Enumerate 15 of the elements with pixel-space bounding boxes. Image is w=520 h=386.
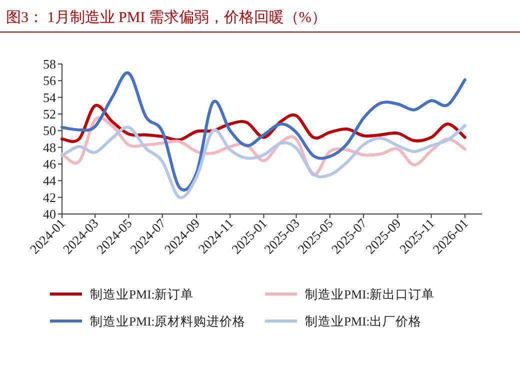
legend-label: 制造业PMI:新出口订单 xyxy=(305,288,435,302)
y-tick-label: 46 xyxy=(43,156,56,172)
y-tick-label: 42 xyxy=(43,190,56,205)
y-tick-label: 52 xyxy=(43,106,56,122)
y-tick-label: 54 xyxy=(43,90,56,105)
legend-label: 制造业PMI:原材料购进价格 xyxy=(90,314,246,328)
y-tick-label: 50 xyxy=(43,123,56,138)
y-tick-label: 40 xyxy=(43,206,56,222)
legend-label: 制造业PMI:出厂价格 xyxy=(305,314,422,328)
chart-title: 图3： 1月制造业 PMI 需求偏弱，价格回暖（%） xyxy=(6,9,326,26)
y-tick-label: 44 xyxy=(43,173,56,188)
y-tick-label: 56 xyxy=(43,73,56,88)
legend-label: 制造业PMI:新订单 xyxy=(90,288,194,302)
y-tick-label: 58 xyxy=(43,56,56,72)
y-tick-label: 48 xyxy=(43,140,56,155)
